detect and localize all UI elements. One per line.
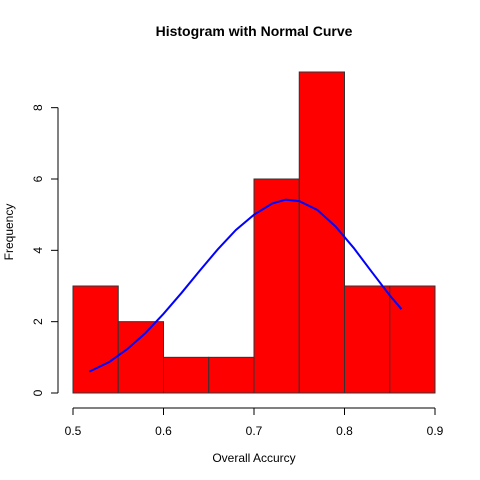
histogram-bar	[208, 356, 255, 394]
y-tick-label: 0	[31, 389, 45, 396]
histogram-bar	[117, 321, 164, 394]
x-axis-label: Overall Accurcy	[212, 451, 295, 465]
x-tick-label: 0.7	[246, 424, 263, 438]
y-tick-label: 6	[31, 175, 45, 182]
y-tick-label: 4	[31, 247, 45, 254]
histogram-bar	[298, 71, 345, 394]
x-tick-label: 0.6	[155, 424, 172, 438]
x-tick-label: 0.5	[65, 424, 82, 438]
histogram-bar	[253, 178, 300, 394]
chart-title: Histogram with Normal Curve	[156, 23, 353, 39]
histogram-bar	[163, 356, 210, 394]
y-axis: 0 2 4 6 8	[31, 104, 59, 396]
histogram-bar	[344, 285, 391, 394]
histogram-bar	[72, 285, 119, 394]
y-axis-label: Frequency	[2, 204, 16, 261]
histogram-bars	[72, 71, 436, 394]
x-tick-label: 0.8	[336, 424, 353, 438]
y-tick-label: 2	[31, 318, 45, 325]
x-axis: 0.5 0.6 0.7 0.8 0.9	[65, 407, 444, 438]
x-tick-label: 0.9	[427, 424, 444, 438]
y-tick-label: 8	[31, 104, 45, 111]
normal-curve	[88, 198, 403, 373]
